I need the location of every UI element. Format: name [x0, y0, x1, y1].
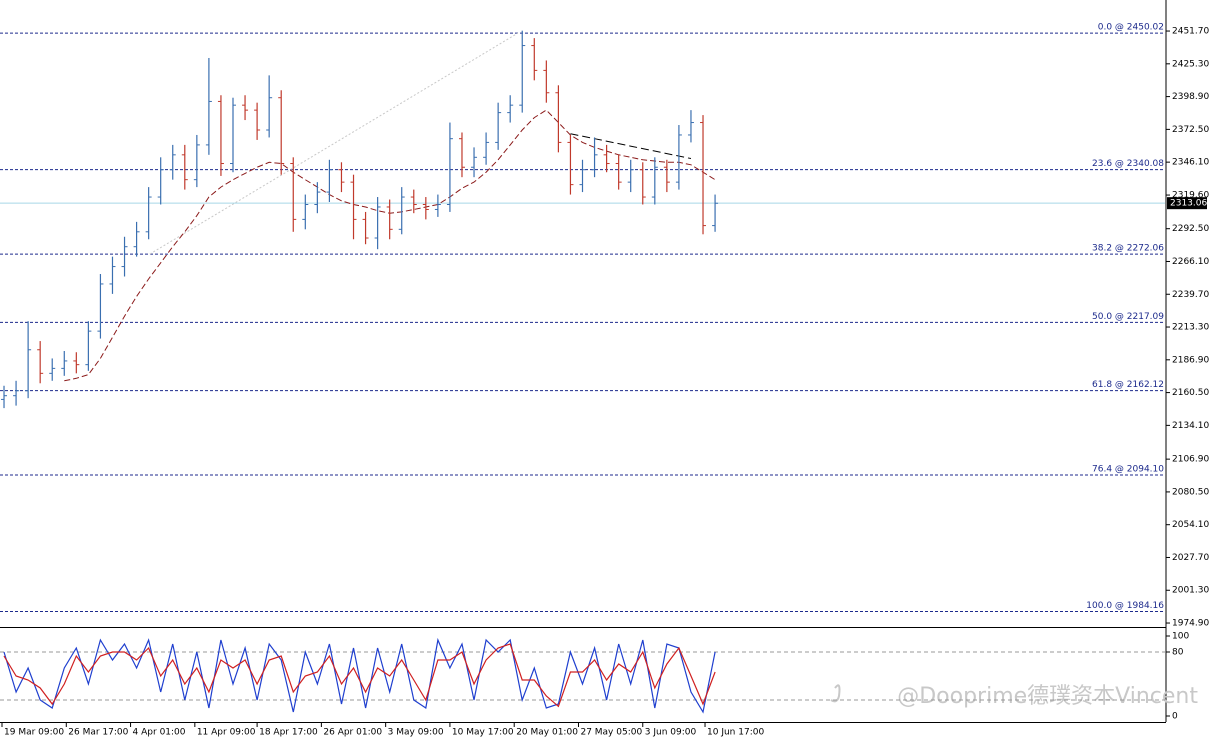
y-tick-label: 2054.10: [1172, 520, 1209, 530]
y-tick-label: 2027.70: [1172, 553, 1209, 563]
x-tick-label: 26 Apr 01:00: [323, 728, 382, 738]
fib-label: 50.0 @ 2217.09: [1092, 312, 1164, 322]
fib-label: 61.8 @ 2162.12: [1092, 380, 1164, 390]
x-tick-label: 18 Apr 17:00: [259, 728, 318, 738]
x-tick-label: 3 Jun 09:00: [645, 728, 697, 738]
x-tick-label: 19 Mar 09:00: [4, 728, 64, 738]
y-tick-label: 2186.90: [1172, 355, 1209, 365]
x-tick-label: 27 May 05:00: [580, 728, 642, 738]
fib-label: 38.2 @ 2272.06: [1092, 244, 1164, 254]
y-tick-label: 2134.10: [1172, 421, 1209, 431]
fib-diagonal: [149, 32, 519, 255]
y-tick-label: 2319.60: [1172, 191, 1209, 201]
y-tick-label: 2398.90: [1172, 92, 1209, 102]
x-tick-label: 4 Apr 01:00: [133, 728, 186, 738]
y-tick-label: 80: [1172, 648, 1184, 658]
y-tick-label: 2239.70: [1172, 290, 1209, 300]
x-tick-label: 20 May 01:00: [516, 728, 578, 738]
trendline: [570, 133, 692, 160]
y-tick-label: 2266.10: [1172, 257, 1209, 267]
y-tick-label: 2425.30: [1172, 59, 1209, 69]
y-tick-label: 2080.50: [1172, 487, 1209, 497]
fib-label: 100.0 @ 1984.16: [1086, 601, 1164, 611]
x-tick-label: 10 Jun 17:00: [707, 728, 764, 738]
y-tick-label: 2346.10: [1172, 158, 1209, 168]
watermark: @Dooprime德璞资本Vincent: [897, 684, 1198, 709]
y-tick-label: 100: [1172, 632, 1189, 642]
fib-label: 76.4 @ 2094.10: [1092, 465, 1164, 475]
y-tick-label: 2213.30: [1172, 323, 1209, 333]
y-tick-label: 2292.50: [1172, 224, 1209, 234]
x-tick-label: 26 Mar 17:00: [68, 728, 128, 738]
y-tick-label: 2106.90: [1172, 455, 1209, 465]
x-tick-label: 3 May 09:00: [388, 728, 444, 738]
oscillator-line: [3, 637, 716, 714]
y-tick-label: 2001.30: [1172, 586, 1209, 596]
y-tick-label: 2160.50: [1172, 388, 1209, 398]
fib-label: 0.0 @ 2450.02: [1098, 23, 1164, 33]
y-tick-label: 2372.50: [1172, 125, 1209, 135]
y-tick-label: 1974.90: [1172, 619, 1209, 629]
current-price-box: [1167, 197, 1207, 210]
x-tick-label: 10 May 17:00: [452, 728, 514, 738]
x-tick-label: 11 Apr 09:00: [197, 728, 256, 738]
y-tick-label: 0: [1172, 712, 1178, 722]
y-tick-label: 2451.70: [1172, 27, 1209, 37]
current-price-label: 2313.06: [1170, 199, 1207, 209]
watermark-logo: [830, 684, 841, 703]
oscillator-line: [3, 643, 716, 708]
fib-label: 23.6 @ 2340.08: [1092, 159, 1164, 169]
